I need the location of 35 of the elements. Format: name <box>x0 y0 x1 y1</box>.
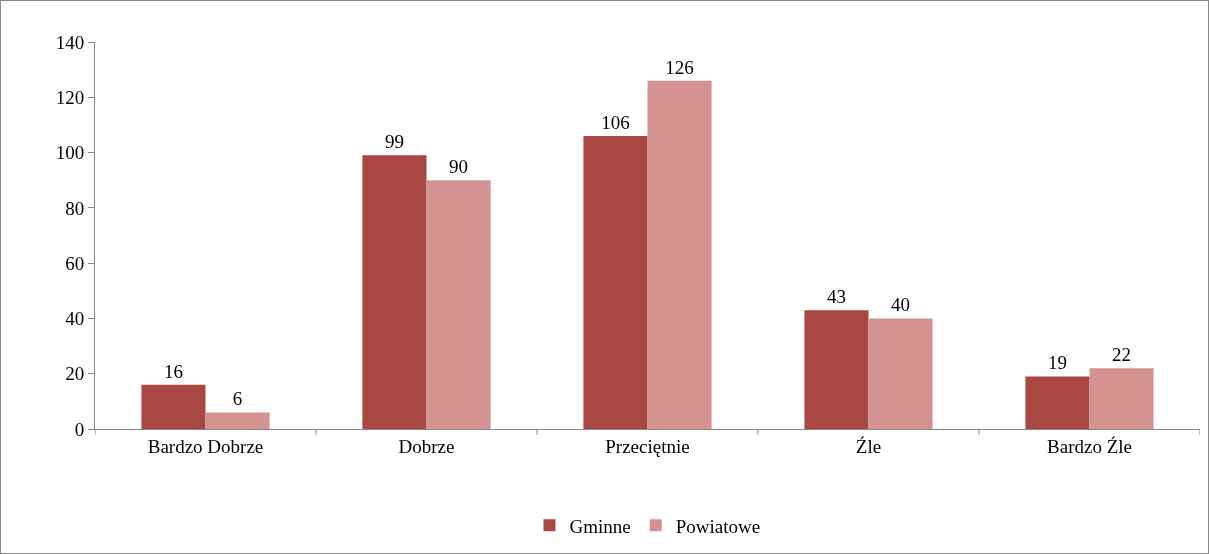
x-tick-label: Dobrze <box>398 435 455 457</box>
data-label: 16 <box>163 360 183 382</box>
legend-label: Gminne <box>569 515 631 537</box>
y-tick-label: 120 <box>55 86 85 108</box>
x-tick-label: Przeciętnie <box>605 435 690 457</box>
x-tick-label: Bardzo Dobrze <box>147 435 264 457</box>
legend-label: Powiatowe <box>675 515 761 537</box>
y-tick-label: 100 <box>55 142 85 164</box>
data-label: 90 <box>449 156 469 178</box>
y-tick-label: 80 <box>65 197 85 219</box>
data-label: 106 <box>601 111 630 133</box>
y-tick-label: 140 <box>55 31 85 53</box>
data-label: 19 <box>1047 352 1067 374</box>
x-tick-label: Źle <box>855 435 882 457</box>
bar <box>647 80 712 429</box>
bar <box>205 412 270 429</box>
y-tick-label: 20 <box>65 363 85 385</box>
bar <box>804 310 869 429</box>
y-tick-label: 40 <box>65 308 85 330</box>
bar <box>583 135 648 429</box>
y-tick-label: 60 <box>65 252 85 274</box>
bar <box>362 155 427 429</box>
bar <box>141 384 206 429</box>
data-label: 40 <box>891 294 911 316</box>
bar <box>426 180 491 429</box>
bar <box>1025 376 1090 429</box>
bar <box>1089 368 1154 429</box>
data-label: 6 <box>232 388 243 410</box>
bar <box>868 318 933 429</box>
data-label: 22 <box>1112 344 1132 366</box>
data-label: 99 <box>384 131 404 153</box>
data-label: 43 <box>826 286 846 308</box>
y-tick-label: 0 <box>74 418 85 440</box>
x-tick-label: Bardzo Źle <box>1047 435 1132 457</box>
data-label: 126 <box>665 56 694 78</box>
